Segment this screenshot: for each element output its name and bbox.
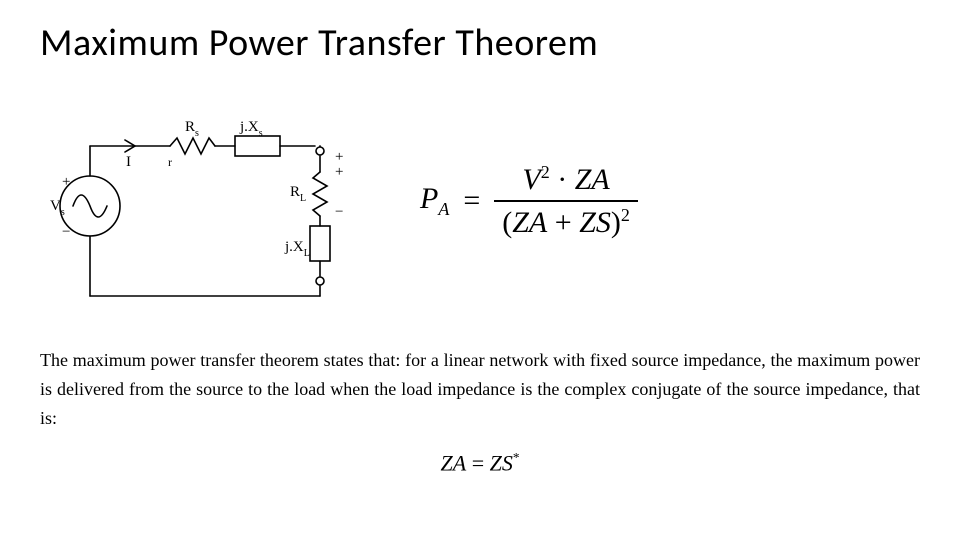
formula-numerator: V2 · ZA <box>514 163 617 200</box>
src-plus: + <box>62 174 70 190</box>
circuit-svg: Vs + − I r Rs j.Xs RL + − + j.XL <box>40 86 380 316</box>
rl-label: RL <box>290 184 306 204</box>
src-minus: − <box>62 224 70 240</box>
slide-title: Maximum Power Transfer Theorem <box>40 20 920 66</box>
rs-label: Rs <box>185 119 199 139</box>
vs-label: Vs <box>50 198 65 218</box>
power-formula: PA = V2 · ZA (ZA + ZS)2 <box>420 163 920 239</box>
current-i: I <box>126 154 131 170</box>
slide-root: Maximum Power Transfer Theorem <box>0 0 960 540</box>
upper-row: Vs + − I r Rs j.Xs RL + − + j.XL PA <box>40 86 920 316</box>
formula-denominator: (ZA + ZS)2 <box>494 200 638 239</box>
top-plus: + <box>335 149 343 165</box>
formula-lhs: PA <box>420 182 449 220</box>
formula-eq: = <box>463 184 480 218</box>
jxl-label: j.XL <box>284 239 310 259</box>
theorem-text: The maximum power transfer theorem state… <box>40 346 920 432</box>
circuit-diagram: Vs + − I r Rs j.Xs RL + − + j.XL <box>40 86 380 316</box>
conjugate-equation: ZA = ZS* <box>40 450 920 476</box>
formula-fraction: V2 · ZA (ZA + ZS)2 <box>494 163 638 239</box>
rl-minus: − <box>335 204 343 220</box>
r-small: r <box>168 155 172 169</box>
rl-plus: + <box>335 164 343 180</box>
